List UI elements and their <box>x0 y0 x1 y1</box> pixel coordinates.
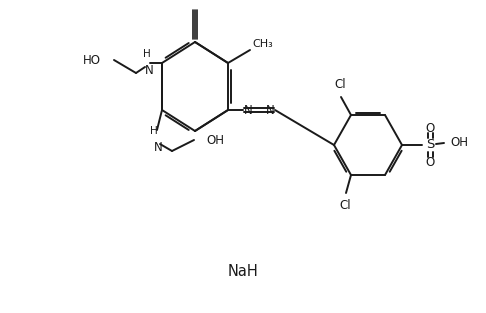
Text: N: N <box>191 0 199 3</box>
Text: Cl: Cl <box>334 78 346 91</box>
Text: OH: OH <box>450 136 468 150</box>
Text: N: N <box>266 104 275 116</box>
Text: H: H <box>143 49 151 59</box>
Text: CH₃: CH₃ <box>252 39 273 49</box>
Text: O: O <box>425 156 434 168</box>
Text: NaH: NaH <box>227 264 259 280</box>
Text: H: H <box>150 126 158 136</box>
Text: N: N <box>243 104 252 116</box>
Text: N: N <box>154 141 162 154</box>
Text: S: S <box>426 138 434 151</box>
Text: Cl: Cl <box>339 199 351 212</box>
Text: OH: OH <box>206 134 224 146</box>
Text: N: N <box>145 64 154 77</box>
Text: O: O <box>425 121 434 135</box>
Text: HO: HO <box>83 54 101 66</box>
